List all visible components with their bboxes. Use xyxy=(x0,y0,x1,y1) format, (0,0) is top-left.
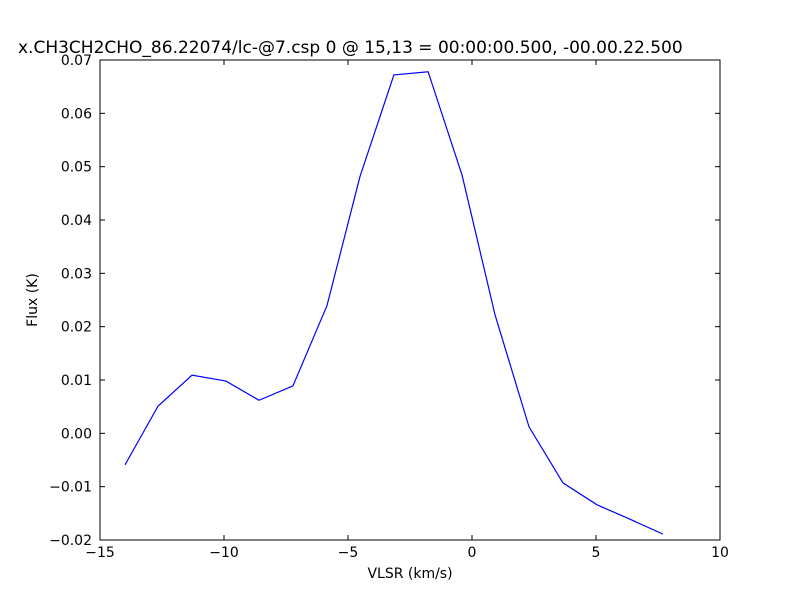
y-tick-label: 0.07 xyxy=(61,53,92,69)
x-tick-label: −15 xyxy=(85,545,115,561)
y-tick-label: 0.04 xyxy=(61,213,92,229)
x-tick-label: 0 xyxy=(468,545,477,561)
data-line xyxy=(124,71,664,535)
y-tick-label: 0.03 xyxy=(61,266,92,282)
y-tick-label: 0.06 xyxy=(61,106,92,122)
plot-frame xyxy=(99,59,721,541)
y-tick-label: 0.01 xyxy=(61,373,92,389)
x-tick-label: 10 xyxy=(711,545,729,561)
x-tick-label: 5 xyxy=(592,545,601,561)
y-tick-label: 0.05 xyxy=(61,160,92,176)
y-tick-label: −0.02 xyxy=(49,533,92,549)
y-tick-label: 0.00 xyxy=(61,426,92,442)
y-tick-label: −0.01 xyxy=(49,480,92,496)
x-tick-label: −5 xyxy=(338,545,359,561)
y-tick-label: 0.02 xyxy=(61,320,92,336)
y-axis-label: Flux (K) xyxy=(25,273,41,327)
x-tick-label: −10 xyxy=(209,545,239,561)
chart-title: x.CH3CH2CHO_86.22074/lc-@7.csp 0 @ 15,13… xyxy=(18,38,683,58)
x-axis-label: VLSR (km/s) xyxy=(367,566,452,582)
